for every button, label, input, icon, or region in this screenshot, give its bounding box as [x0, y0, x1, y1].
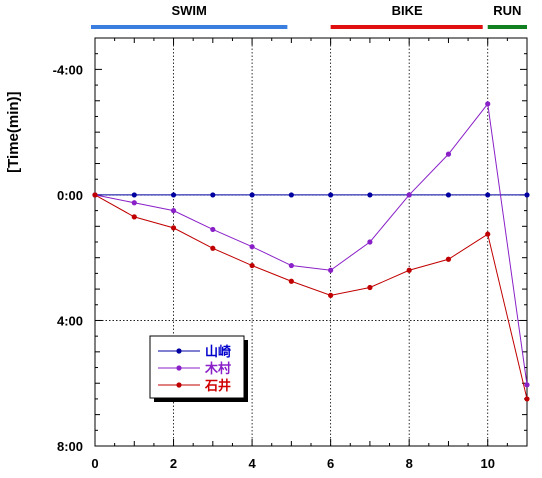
data-point	[445, 256, 452, 262]
legend-label: 石井	[204, 378, 231, 394]
data-point	[288, 262, 294, 269]
data-point	[485, 231, 491, 237]
y-tick-label: 0:00	[57, 188, 83, 203]
x-tick-label: 8	[406, 456, 413, 471]
axis-ticks: 0 2 4 6 8 10 -4:00 0:00 4:00 8:00	[53, 38, 528, 471]
data-point	[92, 192, 98, 198]
x-tick-label: 4	[248, 456, 256, 471]
data-point	[170, 225, 177, 231]
series-line-2	[94, 194, 528, 400]
x-tick-label: 10	[480, 456, 494, 471]
phase-label-swim: SWIM	[171, 3, 206, 18]
y-axis-label: [Time(min)]	[5, 91, 22, 172]
data-point	[249, 244, 255, 250]
data-point	[288, 192, 294, 198]
data-point	[524, 396, 530, 402]
series-lines	[92, 101, 530, 402]
data-point	[249, 192, 255, 198]
x-tick-label: 6	[327, 456, 334, 471]
phase-bars: SWIM BIKE RUN	[91, 3, 527, 29]
y-tick-label: 4:00	[57, 313, 83, 328]
data-point	[485, 101, 491, 107]
data-point	[328, 267, 334, 273]
legend-box	[149, 335, 245, 399]
data-point	[249, 262, 255, 269]
y-tick-label: 8:00	[57, 439, 83, 454]
data-point	[367, 192, 373, 198]
data-point	[328, 192, 334, 198]
data-point	[445, 192, 452, 198]
x-tick-label: 2	[170, 456, 177, 471]
phase-label-run: RUN	[493, 3, 521, 18]
legend-label: 山崎	[205, 344, 231, 360]
phase-label-bike: BIKE	[392, 3, 423, 18]
data-point	[131, 214, 137, 220]
data-point	[524, 192, 530, 198]
data-point	[406, 192, 412, 198]
data-point	[445, 151, 452, 157]
legend-marker	[176, 382, 182, 388]
legend-marker	[176, 348, 182, 354]
legend-label: 木村	[204, 361, 231, 377]
data-point	[210, 192, 216, 198]
data-point	[485, 192, 491, 198]
data-point	[170, 192, 177, 198]
data-point	[131, 200, 137, 206]
data-point	[328, 292, 334, 298]
data-point	[367, 239, 373, 245]
data-point	[288, 278, 294, 284]
series-line-1	[94, 102, 528, 385]
data-point	[170, 208, 177, 214]
data-point	[210, 226, 216, 233]
data-point	[131, 192, 137, 198]
legend-marker	[176, 365, 182, 371]
data-point	[406, 267, 412, 273]
x-tick-label: 0	[91, 456, 98, 471]
data-point	[210, 245, 216, 251]
data-point	[524, 382, 530, 388]
y-tick-label: -4:00	[53, 62, 83, 77]
data-point	[367, 284, 373, 291]
